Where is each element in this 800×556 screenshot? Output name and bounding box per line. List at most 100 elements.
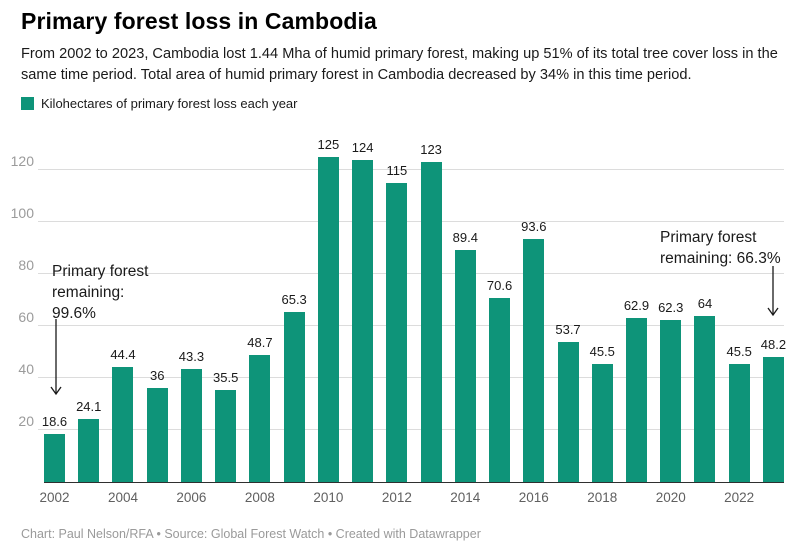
- chart-description: From 2002 to 2023, Cambodia lost 1.44 Mh…: [21, 46, 778, 83]
- annotation-left-line: remaining:: [52, 284, 125, 301]
- bar[interactable]: [557, 342, 579, 482]
- bar-value-label: 124: [351, 139, 374, 155]
- plot-area: 20 40 60 80 100 120 18.6 2002 24.1 44.4 2004 36 43.3…: [11, 137, 786, 505]
- bar-value-label: 35.5: [213, 369, 239, 385]
- bar-column: 123: [420, 139, 442, 482]
- bar-column: 93.6 2016: [519, 139, 549, 505]
- bar-value-label: 70.6: [486, 278, 513, 294]
- x-axis-label: 2016: [518, 490, 549, 505]
- bar[interactable]: [44, 433, 65, 482]
- bar-value-label: 45.5: [726, 343, 752, 359]
- bar[interactable]: [180, 369, 202, 482]
- x-axis-label: 2010: [313, 490, 344, 505]
- bar[interactable]: [386, 183, 408, 482]
- bar[interactable]: [454, 249, 476, 482]
- bar[interactable]: [420, 162, 442, 482]
- bar[interactable]: [283, 312, 305, 482]
- y-axis-label: 40: [18, 361, 34, 377]
- bar-column: 125 2010: [313, 137, 343, 505]
- annotation-arrow-down-left: [50, 319, 62, 396]
- bar-column: 45.5 2022: [724, 139, 754, 505]
- bar-column: 62.9: [624, 139, 649, 482]
- attribution-footer: Chart: Paul Nelson/RFA • Source: Global …: [21, 527, 481, 541]
- bar-value-label: 89.4: [452, 229, 478, 245]
- bar-column: 24.1: [76, 139, 101, 482]
- bar-value-label: 62.9: [623, 298, 650, 314]
- bar[interactable]: [728, 363, 750, 482]
- bar-column: 124: [352, 139, 373, 482]
- bar-column: 36: [146, 139, 168, 482]
- bar[interactable]: [762, 356, 784, 482]
- bar-value-label: 44.4: [110, 346, 136, 362]
- gridline: [38, 325, 784, 326]
- gridline: [38, 221, 784, 222]
- annotation-right-line: remaining: 66.3%: [660, 250, 781, 267]
- y-axis-label: 60: [18, 309, 34, 325]
- bar-value-label: 48.2: [760, 336, 787, 352]
- bar-value-label: 48.7: [247, 335, 273, 351]
- y-axis-label: 120: [10, 153, 34, 169]
- annotation-right-line: Primary forest: [660, 229, 757, 246]
- gridline: [38, 429, 784, 430]
- bar-value-label: 36: [149, 368, 165, 384]
- annotation-left-line: 99.6%: [52, 305, 96, 322]
- bar-value-label: 62.3: [658, 300, 684, 316]
- bar[interactable]: [215, 389, 237, 482]
- x-axis-label: 2004: [107, 490, 138, 505]
- bar-column: 43.3 2006: [176, 139, 206, 505]
- bar-value-label: 123: [420, 142, 442, 158]
- y-axis-label: 20: [18, 413, 34, 429]
- bar[interactable]: [591, 363, 613, 482]
- bar[interactable]: [660, 320, 682, 482]
- x-axis-label: 2014: [450, 490, 481, 505]
- legend-swatch-icon: [21, 97, 34, 110]
- bar-value-label: 45.5: [589, 343, 615, 359]
- annotation-left-line: Primary forest: [52, 263, 149, 280]
- bar-column: 89.4 2014: [450, 139, 480, 505]
- bar-column: 115 2012: [382, 139, 412, 505]
- annotation-left: Primary forest remaining: 99.6%: [52, 261, 148, 324]
- bar-column: 65.3: [281, 139, 307, 482]
- bar-value-label: 18.6: [41, 413, 68, 429]
- x-axis-label: 2022: [724, 490, 755, 505]
- page-title: Primary forest loss in Cambodia: [21, 8, 377, 34]
- bar[interactable]: [317, 157, 339, 482]
- bar-value-label: 43.3: [178, 349, 205, 365]
- x-axis-label: 2012: [381, 490, 412, 505]
- y-axis-label: 80: [18, 257, 34, 273]
- y-axis-label: 100: [10, 205, 34, 221]
- bar-column: 48.7 2008: [245, 139, 275, 505]
- bar-column: 70.6: [487, 139, 512, 482]
- bar-value-label: 125: [317, 137, 340, 152]
- bar[interactable]: [78, 419, 100, 482]
- bar[interactable]: [625, 318, 647, 482]
- bar[interactable]: [352, 159, 374, 482]
- bar[interactable]: [694, 315, 716, 482]
- bar[interactable]: [489, 298, 511, 482]
- bar-column: 44.4 2004: [108, 139, 138, 505]
- annotation-arrow-down-right: [767, 266, 779, 317]
- bar-column: 64: [694, 139, 716, 482]
- gridline: [38, 377, 784, 378]
- x-axis-label: 2006: [176, 490, 207, 505]
- bar-column: 45.5 2018: [587, 139, 617, 505]
- legend: Kilohectares of primary forest loss each…: [21, 96, 298, 111]
- gridline: [38, 273, 784, 274]
- bar-value-label: 64: [697, 295, 713, 311]
- bar-value-label: 115: [386, 163, 408, 178]
- bar[interactable]: [249, 355, 271, 482]
- x-axis-label: 2020: [655, 490, 686, 505]
- bar[interactable]: [112, 366, 134, 482]
- bar-value-label: 24.1: [76, 399, 102, 415]
- x-axis-label: 2018: [587, 490, 618, 505]
- bar-column: 35.5: [213, 139, 238, 482]
- bar-column: 48.2: [761, 139, 786, 482]
- bar-value-label: 93.6: [521, 218, 547, 234]
- gridline: [38, 169, 784, 170]
- annotation-right: Primary forest remaining: 66.3%: [660, 227, 781, 269]
- legend-label: Kilohectares of primary forest loss each…: [41, 96, 298, 111]
- bar[interactable]: [523, 238, 545, 482]
- bar[interactable]: [146, 388, 168, 482]
- bar-column: 18.6 2002: [39, 139, 69, 505]
